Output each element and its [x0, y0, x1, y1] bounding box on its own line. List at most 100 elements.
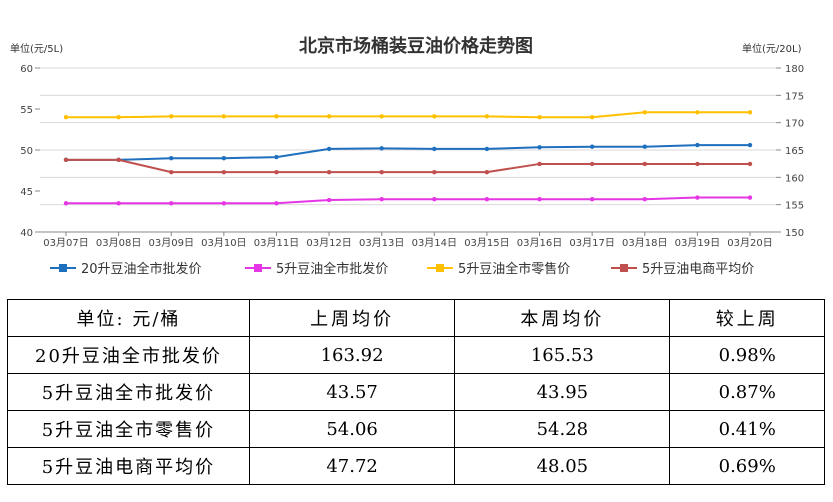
right-tick-label: 175 — [785, 91, 804, 102]
data-point — [695, 161, 700, 167]
data-point — [326, 146, 332, 152]
x-tick-label: 03月17日 — [569, 237, 614, 249]
weekly-price-table: 单位: 元/桶 上周均价 本周均价 较上周 20升豆油全市批发价 163.92 … — [7, 299, 825, 485]
x-tick-label: 03月09日 — [149, 237, 194, 249]
x-tick-label: 03月08日 — [96, 237, 141, 249]
data-point — [695, 195, 700, 200]
data-point — [589, 144, 595, 149]
legend-marker — [436, 264, 444, 272]
data-point — [642, 197, 647, 202]
this-week-value: 165.53 — [454, 336, 671, 374]
change-value: 0.69% — [669, 447, 825, 485]
data-point — [432, 114, 437, 119]
data-point — [589, 161, 595, 167]
data-point — [274, 201, 279, 206]
left-tick-label: 45 — [20, 187, 33, 198]
data-point — [432, 146, 437, 152]
x-tick-label: 03月19日 — [675, 237, 720, 249]
row-label: 5升豆油全市批发价 — [7, 373, 250, 411]
legend-marker — [620, 264, 628, 272]
data-point — [537, 197, 542, 202]
legend-label: 20升豆油全市批发价 — [81, 261, 202, 277]
data-point — [379, 146, 384, 151]
data-point — [537, 115, 542, 120]
data-point — [221, 114, 227, 119]
this-week-value: 43.95 — [454, 373, 671, 411]
data-point — [221, 201, 227, 206]
table-row: 5升豆油全市零售价 54.06 54.28 0.41% — [7, 410, 825, 448]
data-point — [484, 114, 490, 119]
data-point — [747, 195, 753, 200]
legend-label: 5升豆油全市批发价 — [276, 261, 388, 277]
left-tick-label: 40 — [20, 228, 33, 239]
x-tick-label: 03月16日 — [517, 237, 562, 249]
right-tick-label: 165 — [785, 146, 804, 157]
change-value: 0.41% — [669, 410, 825, 448]
header-last-week: 上周均价 — [248, 299, 456, 337]
row-label: 5升豆油全市零售价 — [7, 410, 250, 448]
change-value: 0.87% — [669, 373, 825, 411]
table-header-row: 单位: 元/桶 上周均价 本周均价 较上周 — [7, 299, 825, 337]
data-point — [63, 157, 69, 163]
last-week-value: 163.92 — [248, 336, 456, 374]
last-week-value: 47.72 — [248, 447, 456, 485]
data-point — [589, 197, 595, 202]
data-point — [379, 169, 384, 175]
x-tick-label: 03月11日 — [254, 237, 299, 249]
data-point — [379, 114, 384, 119]
series-line — [66, 158, 750, 174]
change-value: 0.98% — [669, 336, 825, 374]
row-label: 20升豆油全市批发价 — [7, 336, 250, 374]
left-axis-unit: 单位(元/5L) — [10, 42, 63, 55]
chart-canvas: 北京市场桶装豆油价格走势图 单位(元/5L) 单位(元/20L) 40 45 50 55 60… — [10, 35, 804, 277]
x-tick-label: 03月13日 — [359, 237, 404, 249]
x-tick-label: 03月10日 — [201, 237, 246, 249]
series-line — [66, 144, 750, 161]
chart-title: 北京市场桶装豆油价格走势图 — [299, 35, 533, 57]
data-point — [169, 114, 174, 119]
header-this-week: 本周均价 — [454, 299, 671, 337]
data-point — [221, 169, 227, 175]
last-week-value: 43.57 — [248, 373, 456, 411]
data-point — [63, 201, 69, 206]
data-point — [747, 161, 753, 167]
data-point — [326, 114, 332, 119]
right-tick-label: 150 — [785, 228, 804, 239]
legend-label: 5升豆油电商平均价 — [642, 262, 754, 277]
series-line — [66, 111, 750, 119]
header-unit: 单位: 元/桶 — [7, 299, 250, 337]
last-week-value: 54.06 — [248, 410, 456, 448]
x-tick-label: 03月15日 — [464, 237, 509, 249]
data-point — [379, 197, 384, 202]
right-axis-unit: 单位(元/20L) — [742, 42, 802, 55]
left-tick-label: 60 — [20, 64, 33, 75]
data-point — [63, 115, 69, 120]
right-tick-label: 160 — [785, 173, 804, 184]
data-point — [642, 110, 647, 115]
data-point — [484, 169, 490, 175]
data-point — [432, 169, 437, 175]
header-change: 较上周 — [669, 299, 825, 337]
this-week-value: 48.05 — [454, 447, 671, 485]
right-tick-label: 180 — [785, 64, 804, 75]
data-point — [747, 142, 753, 148]
price-trend-chart: 北京市场桶装豆油价格走势图 单位(元/5L) 单位(元/20L) 40 45 50 55 60… — [10, 35, 804, 277]
left-tick-label: 50 — [20, 146, 33, 157]
series-line — [66, 196, 750, 205]
data-point — [116, 115, 121, 120]
x-tick-label: 03月07日 — [43, 237, 88, 249]
data-point — [326, 197, 332, 203]
data-point — [221, 156, 227, 161]
data-point — [274, 114, 279, 119]
x-tick-label: 03月20日 — [727, 237, 772, 249]
data-point — [116, 157, 121, 163]
data-point — [589, 115, 595, 120]
data-point — [326, 169, 332, 175]
legend-marker — [254, 264, 262, 272]
data-point — [169, 156, 174, 161]
data-point — [747, 110, 753, 115]
right-tick-label: 170 — [785, 119, 804, 130]
legend-label: 5升豆油全市零售价 — [458, 261, 570, 277]
table-row: 5升豆油全市批发价 43.57 43.95 0.87% — [7, 373, 825, 411]
data-point — [274, 169, 279, 175]
